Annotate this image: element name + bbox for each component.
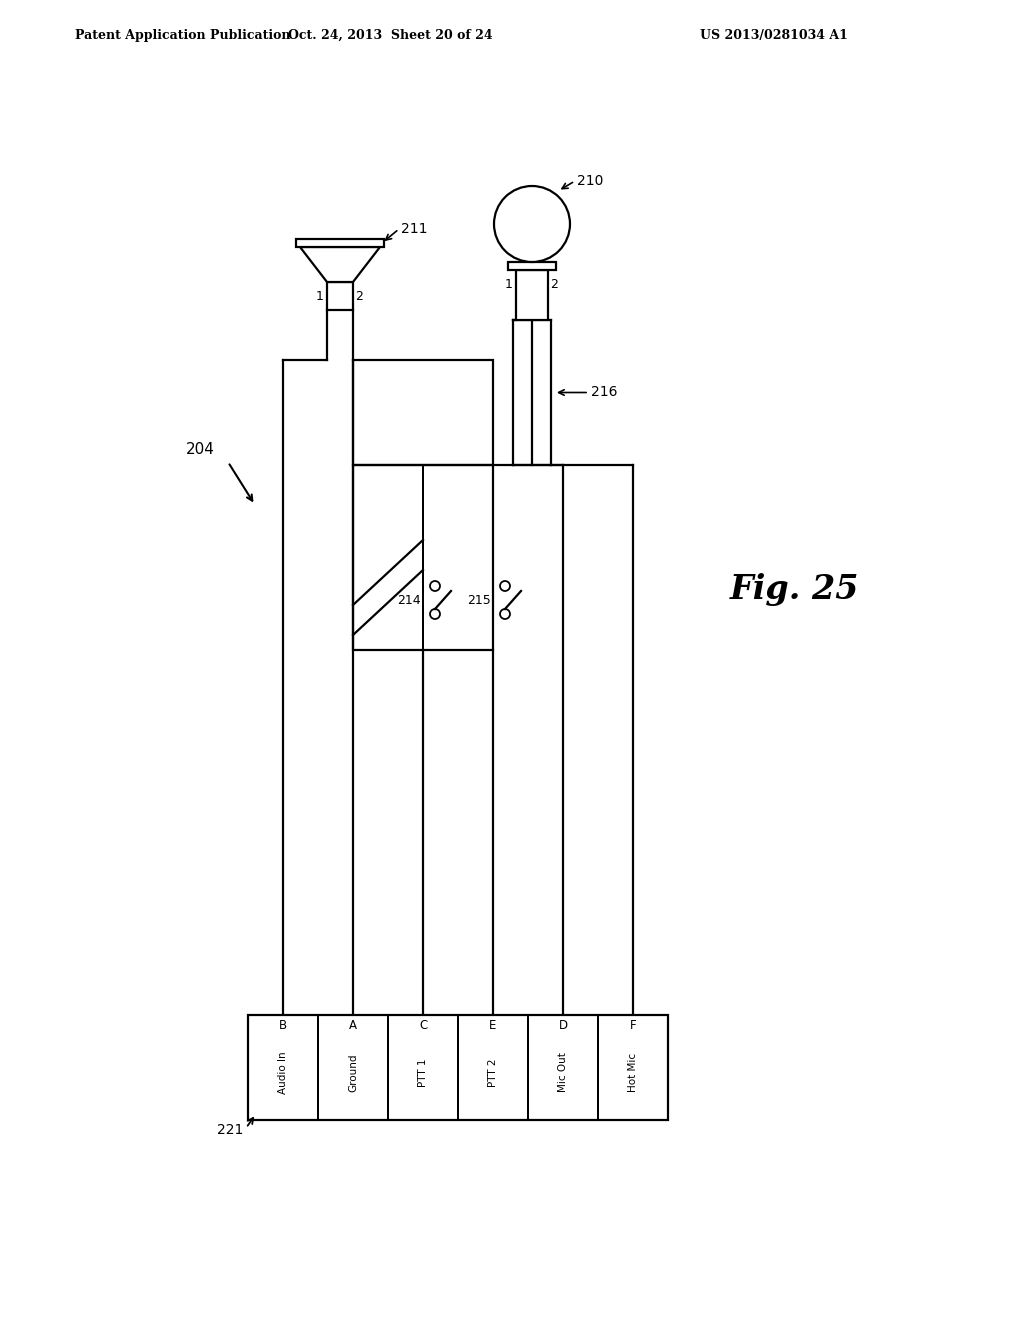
Text: 1: 1 (505, 279, 513, 292)
Text: Hot Mic: Hot Mic (628, 1053, 638, 1092)
Text: 1: 1 (316, 289, 324, 302)
Text: Mic Out: Mic Out (558, 1052, 568, 1093)
Bar (508, 261, 556, 271)
Bar (296, 239, 384, 247)
Text: 216: 216 (591, 385, 617, 400)
Polygon shape (300, 247, 380, 282)
Circle shape (500, 609, 510, 619)
Circle shape (494, 186, 570, 261)
Text: 221: 221 (217, 1123, 243, 1137)
Bar (248, 1015, 668, 1119)
Bar (353, 360, 493, 465)
Bar (327, 282, 353, 310)
Text: Oct. 24, 2013  Sheet 20 of 24: Oct. 24, 2013 Sheet 20 of 24 (288, 29, 493, 41)
Text: 215: 215 (467, 594, 490, 606)
Text: B: B (279, 1019, 287, 1032)
Text: PTT 1: PTT 1 (418, 1059, 428, 1086)
Text: 2: 2 (355, 289, 362, 302)
Text: Ground: Ground (348, 1053, 358, 1092)
Text: E: E (489, 1019, 497, 1032)
Text: 214: 214 (397, 594, 421, 606)
Text: D: D (558, 1019, 567, 1032)
Text: 210: 210 (577, 174, 603, 187)
Text: US 2013/0281034 A1: US 2013/0281034 A1 (700, 29, 848, 41)
Text: Audio In: Audio In (278, 1051, 288, 1094)
Text: Patent Application Publication: Patent Application Publication (75, 29, 291, 41)
Text: PTT 2: PTT 2 (488, 1059, 498, 1086)
Text: 204: 204 (186, 442, 215, 458)
Bar (353, 465, 493, 649)
Text: F: F (630, 1019, 636, 1032)
Circle shape (430, 581, 440, 591)
Text: 211: 211 (401, 222, 427, 236)
Text: A: A (349, 1019, 357, 1032)
Bar (516, 271, 548, 319)
Text: C: C (419, 1019, 427, 1032)
Circle shape (430, 609, 440, 619)
Text: Fig. 25: Fig. 25 (730, 573, 859, 606)
Circle shape (500, 581, 510, 591)
Text: 2: 2 (550, 279, 558, 292)
